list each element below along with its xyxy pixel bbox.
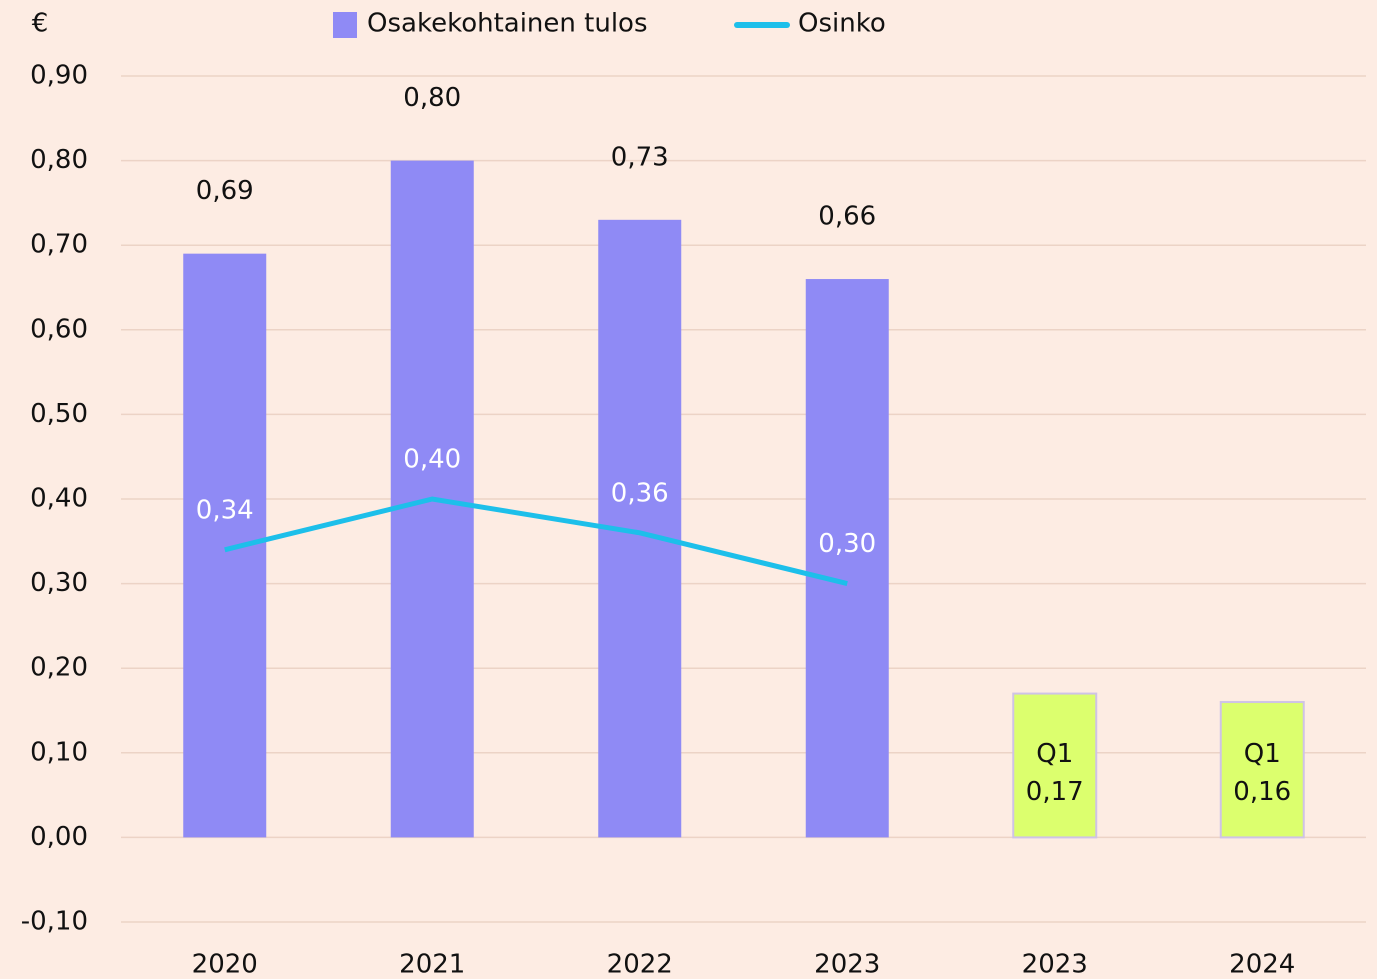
y-axis-label: € [32, 9, 49, 39]
bar-annotation: Q1 [1244, 739, 1281, 769]
bar-value-label: 0,80 [403, 83, 461, 113]
bar-value-label: 0,69 [196, 176, 254, 206]
y-tick-label: 0,60 [30, 314, 88, 344]
bar [805, 279, 889, 838]
bar-annotation: Q1 [1036, 739, 1073, 769]
y-tick-label: 0,10 [30, 737, 88, 767]
line-value-label: 0,36 [611, 478, 669, 508]
bar-value-label: 0,17 [1026, 777, 1084, 807]
line-value-label: 0,40 [403, 445, 461, 475]
x-tick-label: 2023 [1022, 950, 1088, 979]
line-value-label: 0,30 [818, 529, 876, 559]
y-tick-label: 0,50 [30, 399, 88, 429]
x-tick-label: 2023 [814, 950, 880, 979]
legend-swatch [333, 12, 357, 38]
line-value-label: 0,34 [196, 495, 254, 525]
bar [1219, 701, 1305, 839]
y-tick-label: 0,40 [30, 484, 88, 514]
bar-value-label: 0,66 [818, 202, 876, 232]
bar-value-label: 0,16 [1233, 777, 1291, 807]
x-tick-label: 2021 [399, 950, 465, 979]
line [224, 496, 848, 587]
bar [1012, 692, 1098, 839]
x-tick-label: 2020 [192, 950, 258, 979]
y-tick-label: 0,30 [30, 568, 88, 598]
bar [183, 253, 267, 838]
y-tick-label: 0,00 [30, 822, 88, 852]
x-tick-label: 2024 [1229, 950, 1295, 979]
y-tick-label: -0,10 [21, 907, 88, 937]
y-tick-label: 0,20 [30, 653, 88, 683]
bar-value-label: 0,73 [611, 142, 669, 172]
x-tick-label: 2022 [607, 950, 673, 979]
legend-label: Osinko [798, 9, 886, 39]
y-tick-label: 0,70 [30, 230, 88, 260]
legend-label: Osakekohtainen tulos [367, 9, 648, 39]
y-tick-label: 0,90 [30, 61, 88, 91]
y-tick-label: 0,80 [30, 145, 88, 175]
